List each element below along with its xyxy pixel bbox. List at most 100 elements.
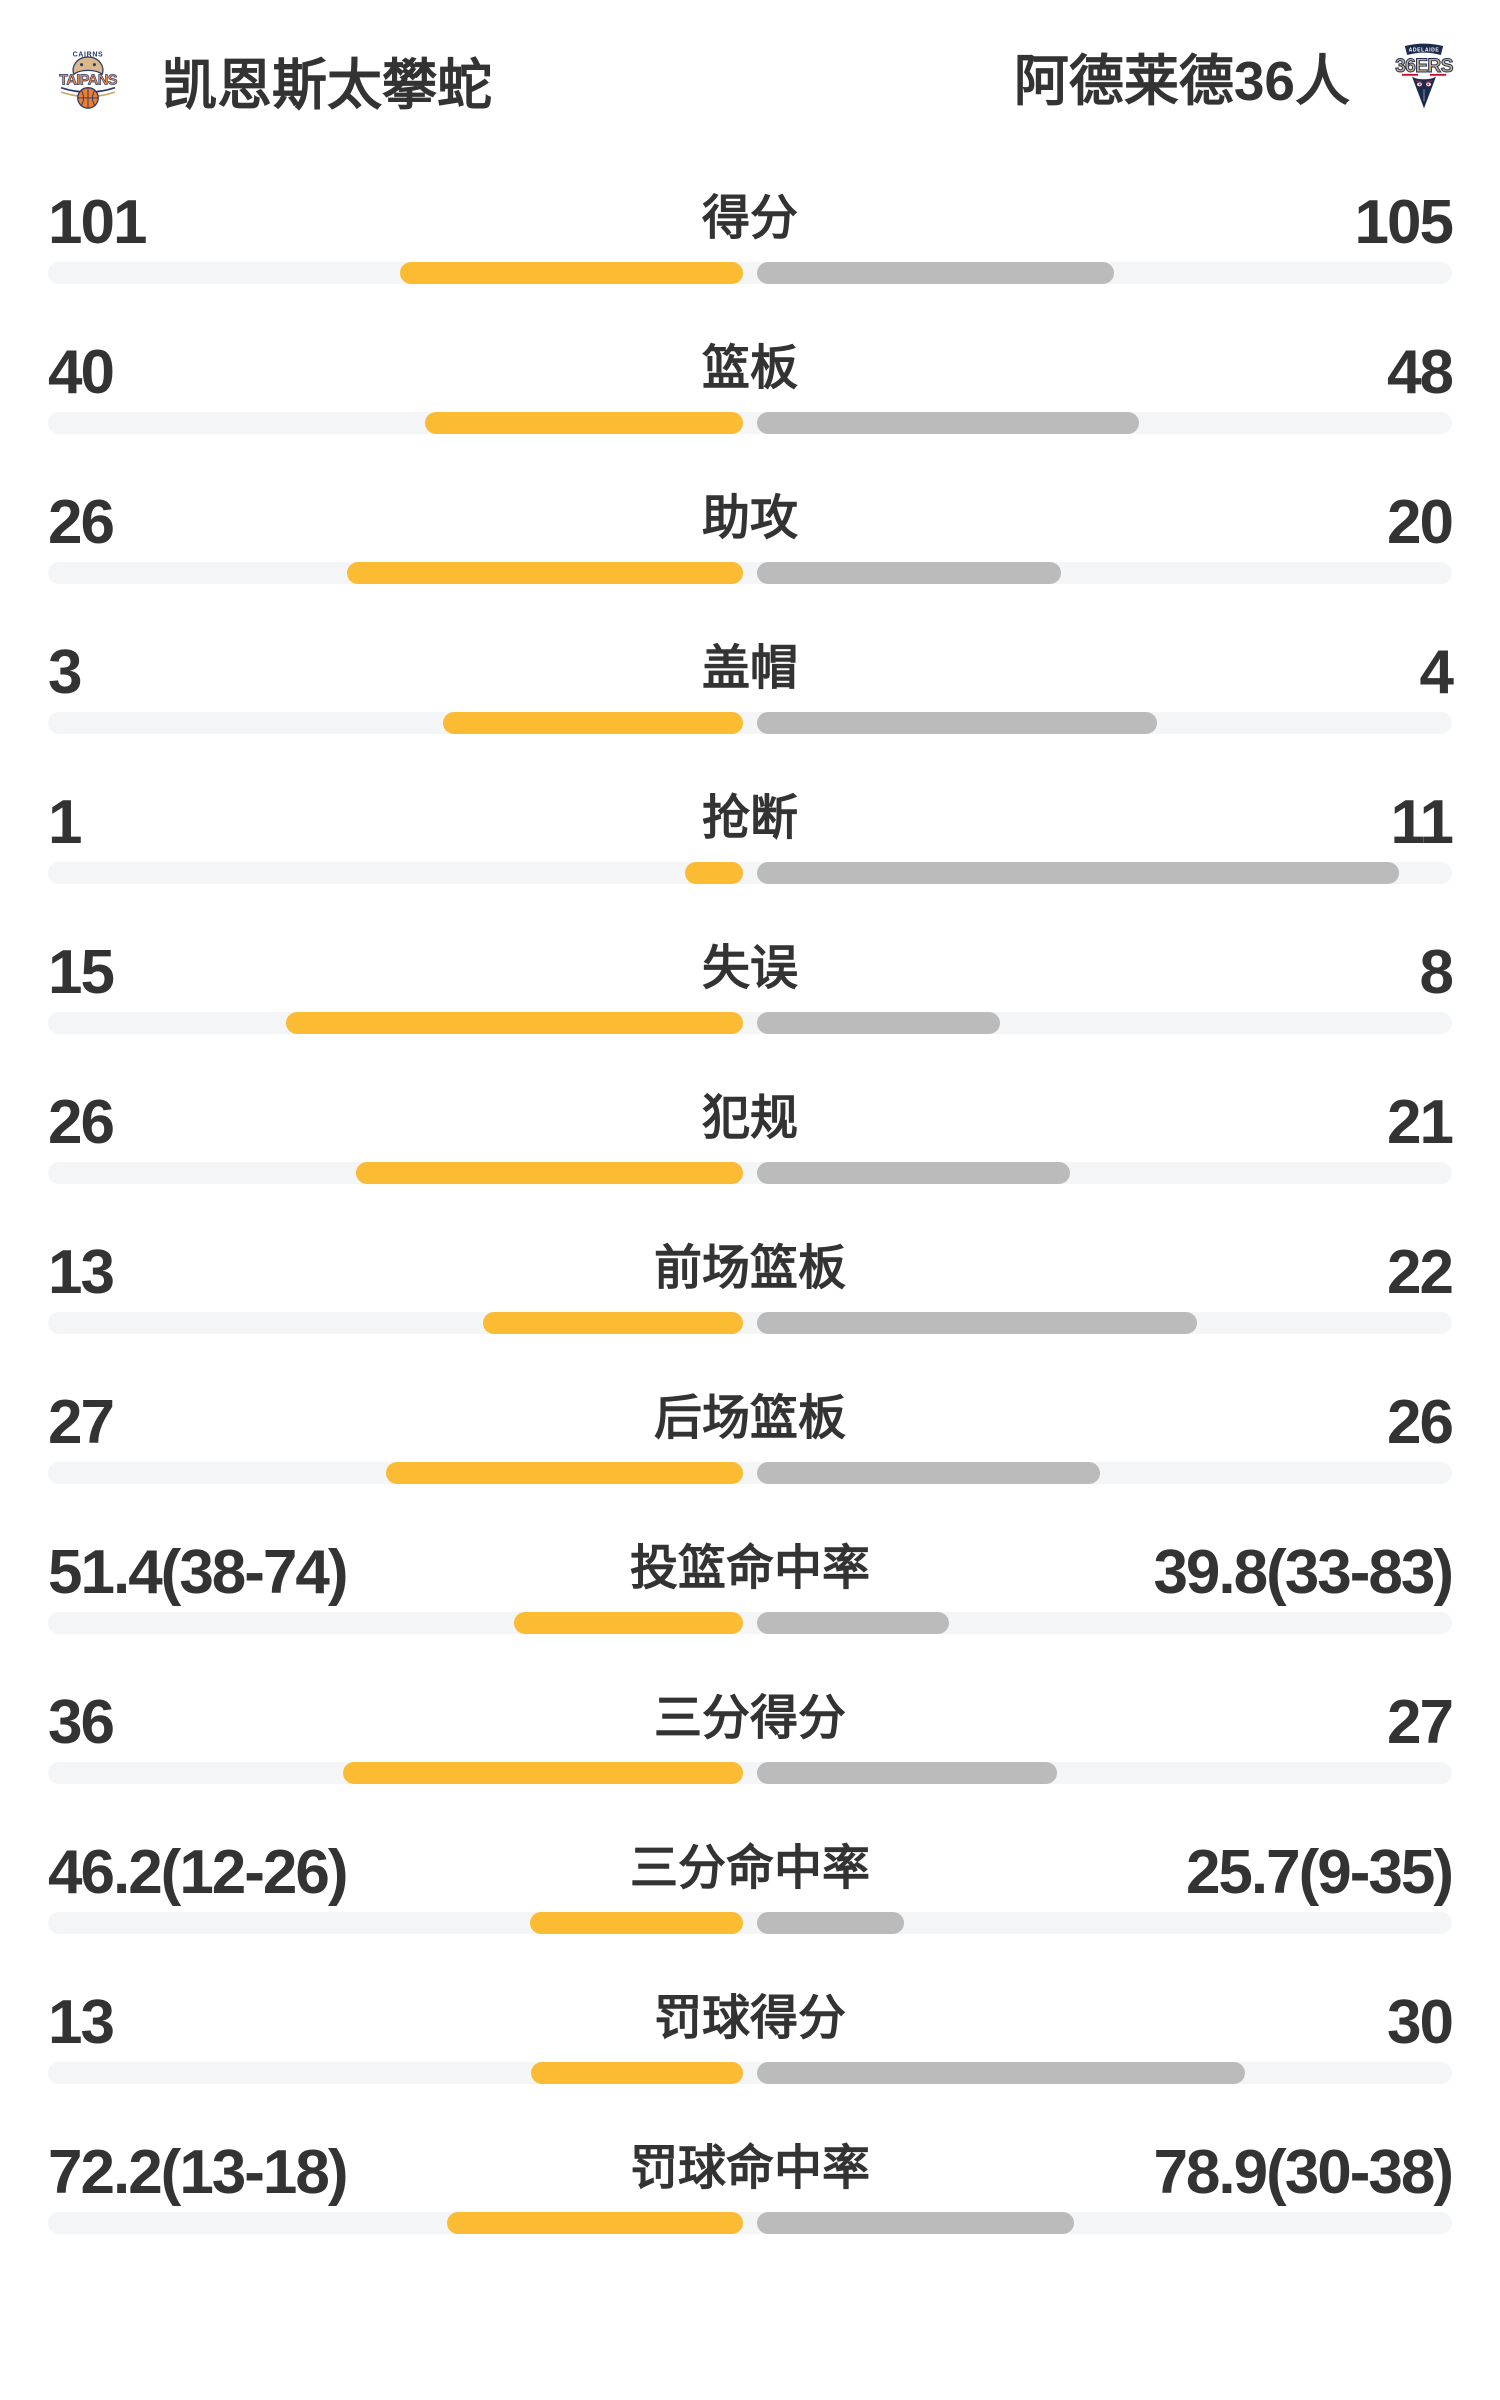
home-bar <box>685 862 743 884</box>
away-value: 48 <box>1387 338 1454 407</box>
bar-track <box>48 1012 1452 1034</box>
bar-track <box>48 1762 1452 1784</box>
away-value: 30 <box>1387 1988 1454 2057</box>
match-header: CAIRNS TAIPANS 凯恩斯太攀蛇 阿德莱德36人 ADELAIDE 3… <box>0 0 1500 170</box>
home-bar <box>425 412 743 434</box>
away-bar <box>757 412 1139 434</box>
basketball-lines <box>77 87 99 109</box>
away-value: 4 <box>1419 638 1455 707</box>
stat-label: 助攻 <box>701 492 798 545</box>
home-bar <box>356 1162 743 1184</box>
away-value: 11 <box>1390 788 1454 857</box>
stat-row: 51.4(38-74) 39.8(33-83) 投篮命中率 <box>0 1542 1500 1702</box>
home-team-header: CAIRNS TAIPANS 凯恩斯太攀蛇 <box>56 40 492 120</box>
stat-label: 篮板 <box>701 342 798 395</box>
stat-values-line: 46.2(12-26) 25.7(9-35) <box>0 1842 1500 1904</box>
away-bar <box>757 562 1061 584</box>
stat-row: 27 26 后场篮板 <box>0 1392 1500 1552</box>
stat-row: 15 8 失误 <box>0 942 1500 1102</box>
stat-values-line: 72.2(13-18) 78.9(30-38) <box>0 2142 1500 2204</box>
stat-row: 26 21 犯规 <box>0 1092 1500 1252</box>
away-value: 26 <box>1387 1388 1454 1457</box>
stat-values-line: 36 27 <box>0 1692 1500 1754</box>
away-value: 22 <box>1387 1238 1454 1307</box>
snake-eye-left <box>80 63 84 67</box>
stat-label: 三分得分 <box>653 1692 846 1745</box>
home-value: 40 <box>48 338 115 407</box>
stat-label: 罚球得分 <box>653 1992 846 2045</box>
bird-pupil-left <box>1418 83 1421 86</box>
home-value: 51.4(38-74) <box>48 1538 349 1607</box>
stat-values-line: 13 30 <box>0 1992 1500 2054</box>
home-bar <box>286 1012 743 1034</box>
home-bar <box>447 2212 743 2234</box>
bar-track <box>48 562 1452 584</box>
bar-track <box>48 2212 1452 2234</box>
home-bar <box>514 1612 743 1634</box>
away-value: 39.8(33-83) <box>1153 1538 1454 1607</box>
sixers-logo-wordmark: 36ERS <box>1395 56 1454 77</box>
bird-brow-lines <box>1415 80 1433 83</box>
home-bar <box>386 1462 743 1484</box>
stat-values-line: 26 20 <box>0 492 1500 554</box>
stat-row: 46.2(12-26) 25.7(9-35) 三分命中率 <box>0 1842 1500 2002</box>
away-team-name: 阿德莱德36人 <box>1013 50 1350 112</box>
stat-values-line: 26 21 <box>0 1092 1500 1154</box>
away-bar <box>757 1912 904 1934</box>
home-value: 36 <box>48 1688 115 1757</box>
away-bar <box>757 1612 949 1634</box>
away-bar <box>757 262 1114 284</box>
home-bar <box>400 262 743 284</box>
stat-row: 26 20 助攻 <box>0 492 1500 652</box>
bar-track <box>48 712 1452 734</box>
home-bar <box>530 1912 743 1934</box>
away-bar <box>757 1012 1000 1034</box>
away-value: 8 <box>1419 938 1455 1007</box>
stat-values-line: 27 26 <box>0 1392 1500 1454</box>
home-value: 27 <box>48 1388 115 1457</box>
stat-row: 13 22 前场篮板 <box>0 1242 1500 1402</box>
stat-row: 72.2(13-18) 78.9(30-38) 罚球命中率 <box>0 2142 1500 2302</box>
home-value: 101 <box>48 188 147 257</box>
away-value: 78.9(30-38) <box>1153 2138 1454 2207</box>
home-value: 26 <box>48 488 115 557</box>
away-value: 20 <box>1387 488 1454 557</box>
stat-label: 盖帽 <box>701 642 798 695</box>
stat-label: 后场篮板 <box>653 1392 846 1445</box>
home-value: 72.2(13-18) <box>48 2138 349 2207</box>
stat-values-line: 40 48 <box>0 342 1500 404</box>
stat-row: 101 105 得分 <box>0 192 1500 352</box>
bird-pupil-right <box>1427 83 1430 86</box>
bar-track <box>48 2062 1452 2084</box>
away-value: 105 <box>1354 188 1454 257</box>
away-team-header: 阿德莱德36人 ADELAIDE 36ERS <box>1014 36 1454 116</box>
away-value: 21 <box>1387 1088 1454 1157</box>
stat-label: 抢断 <box>701 792 798 845</box>
bar-track <box>48 862 1452 884</box>
snake-head-shape <box>72 56 104 76</box>
home-value: 15 <box>48 938 115 1007</box>
bar-track <box>48 1612 1452 1634</box>
stat-label: 得分 <box>701 192 798 245</box>
stat-row: 1 11 抢断 <box>0 792 1500 952</box>
stat-row: 13 30 罚球得分 <box>0 1992 1500 2152</box>
snake-eye-right <box>92 63 96 67</box>
stat-row: 3 4 盖帽 <box>0 642 1500 802</box>
home-value: 13 <box>48 1238 115 1307</box>
adelaide-36ers-logo-icon: ADELAIDE 36ERS <box>1395 43 1454 109</box>
taipans-logo-city-text: CAIRNS <box>73 51 104 58</box>
away-bar <box>757 1762 1057 1784</box>
away-bar <box>757 1162 1070 1184</box>
away-bar <box>757 1462 1100 1484</box>
stat-label: 失误 <box>701 942 798 995</box>
stat-values-line: 51.4(38-74) 39.8(33-83) <box>0 1542 1500 1604</box>
bar-track <box>48 412 1452 434</box>
sixers-logo-city-text: ADELAIDE <box>1409 47 1440 53</box>
stat-values-line: 101 105 <box>0 192 1500 254</box>
home-value: 13 <box>48 1988 115 2057</box>
away-value: 25.7(9-35) <box>1185 1838 1454 1907</box>
stat-row: 36 27 三分得分 <box>0 1692 1500 1852</box>
home-bar <box>531 2062 743 2084</box>
stat-row: 40 48 篮板 <box>0 342 1500 502</box>
bar-track <box>48 262 1452 284</box>
